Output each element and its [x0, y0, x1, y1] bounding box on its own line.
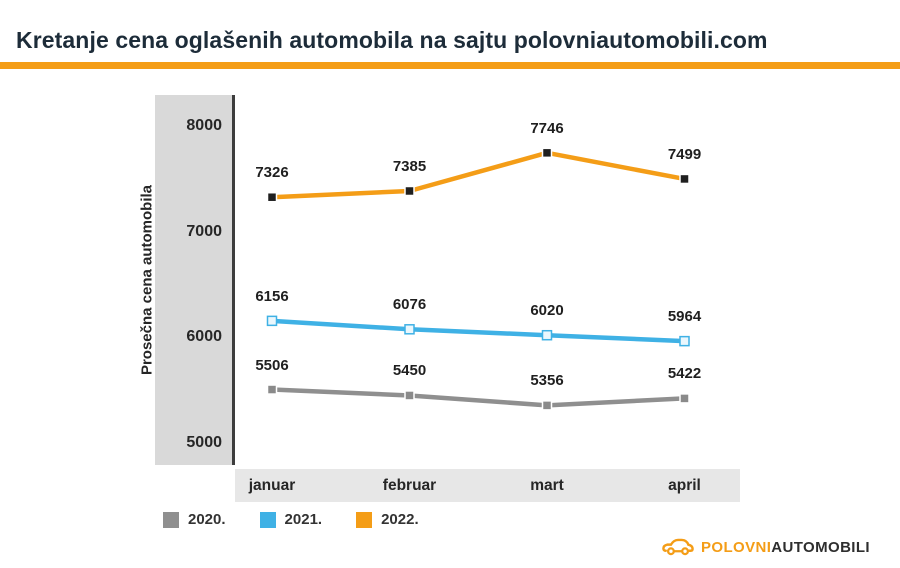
data-point-marker	[541, 400, 553, 411]
data-point-label: 6156	[255, 287, 289, 305]
y-tick-label: 5000	[186, 434, 222, 451]
data-point-marker	[541, 329, 553, 341]
accent-bar	[0, 62, 900, 69]
data-point-marker	[266, 384, 278, 395]
legend-item-2021: 2021.	[259, 511, 323, 528]
y-tick-label: 6000	[186, 328, 222, 346]
y-tick-label: 8000	[186, 117, 222, 134]
legend: 2020. 2021. 2022.	[163, 511, 419, 528]
data-point-label: 7385	[392, 157, 427, 175]
legend-label-2021: 2021.	[284, 511, 323, 528]
series-line-2021	[269, 318, 687, 344]
y-tick-label: 7000	[186, 222, 222, 240]
legend-item-2020: 2020.	[163, 511, 226, 528]
data-point-marker	[266, 315, 278, 327]
data-point-label: 6020	[530, 302, 564, 320]
data-point-label: 5422	[667, 365, 702, 383]
x-category-label: april	[668, 477, 701, 494]
data-point-marker	[541, 147, 553, 159]
data-point-marker	[266, 191, 278, 203]
data-point-label: 5356	[530, 372, 564, 390]
logo-text-polovni: POLOVNI	[700, 538, 772, 556]
x-axis-band	[235, 469, 740, 502]
legend-swatch-2022	[356, 511, 373, 528]
x-category-label: februar	[382, 477, 437, 494]
data-point-label: 7746	[530, 119, 564, 137]
page-title: Kretanje cena oglašenih automobila na sa…	[16, 27, 768, 53]
legend-label-2020: 2020.	[188, 511, 226, 528]
data-point-marker	[404, 185, 415, 197]
legend-label-2022: 2022.	[381, 511, 419, 528]
data-point-marker	[679, 335, 690, 347]
logo-text-automobili: AUTOMOBILI	[771, 538, 870, 556]
car-icon	[662, 538, 694, 556]
brand-logo: POLOVNI AUTOMOBILI	[662, 536, 870, 558]
x-category-label: mart	[530, 477, 564, 494]
data-point-marker	[404, 324, 415, 335]
legend-swatch-2020	[163, 511, 179, 528]
data-point-label: 6076	[392, 296, 427, 314]
data-point-label: 5964	[667, 308, 702, 326]
y-axis-line	[232, 95, 235, 465]
x-category-label: januar	[248, 477, 296, 494]
data-point-label: 5450	[392, 362, 427, 380]
series-line-2020	[269, 387, 687, 408]
data-point-label: 7326	[255, 164, 289, 182]
data-point-label: 5506	[255, 356, 289, 374]
legend-swatch-2021	[259, 511, 276, 528]
data-point-label: 7499	[667, 145, 702, 163]
y-axis-band	[155, 95, 232, 465]
data-point-marker	[404, 390, 415, 401]
data-point-marker	[679, 393, 690, 404]
series-line-2022	[269, 150, 687, 200]
legend-item-2022: 2022.	[356, 511, 419, 528]
data-point-marker	[679, 173, 690, 185]
